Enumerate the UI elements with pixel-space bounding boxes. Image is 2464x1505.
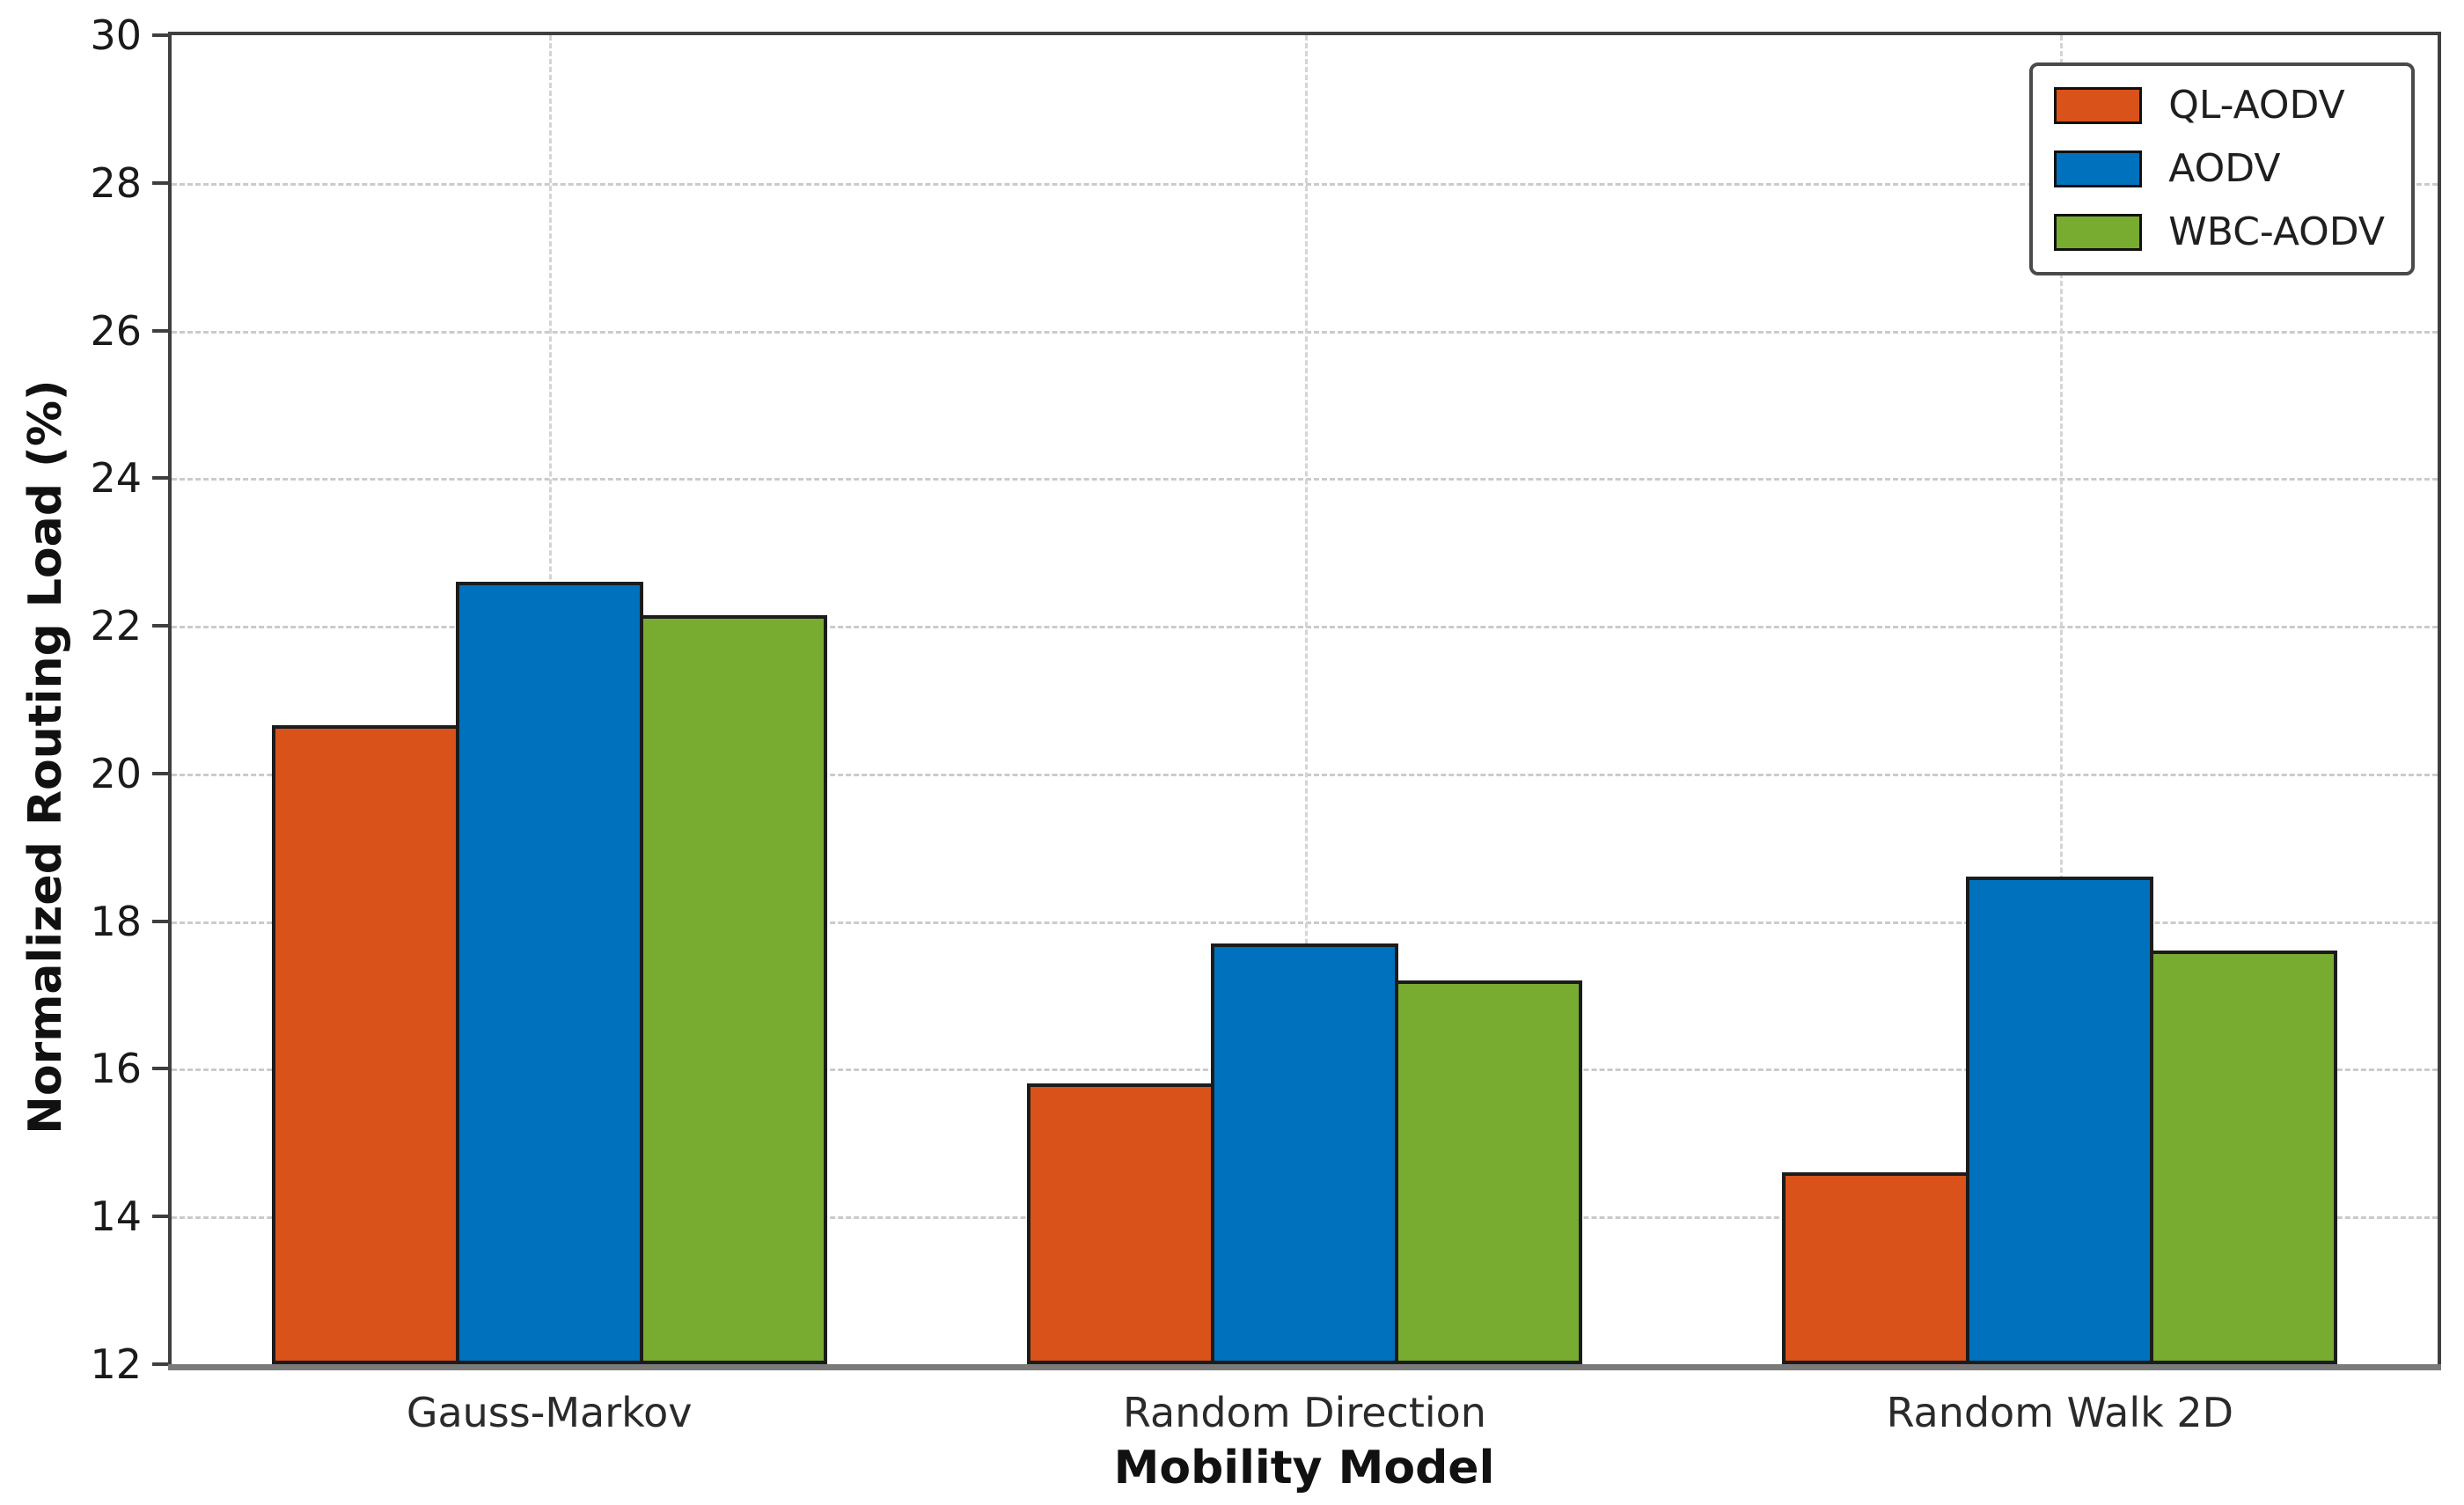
y-tick-label: 28 — [90, 158, 142, 207]
y-tick-mark — [152, 180, 168, 185]
bar-ql-aodv-0 — [271, 725, 459, 1364]
bar-aodv-0 — [455, 581, 643, 1364]
y-tick-mark — [152, 1215, 168, 1219]
right-spine — [2438, 32, 2441, 1364]
x-axis-line — [168, 1364, 2441, 1370]
y-tick-mark — [152, 476, 168, 481]
y-tick-label: 30 — [90, 11, 142, 59]
legend-swatch-ql-aodv — [2054, 87, 2143, 124]
y-tick-mark — [152, 919, 168, 923]
bar-aodv-2 — [1966, 877, 2154, 1364]
y-tick-mark — [152, 1067, 168, 1071]
legend-entry: WBC-AODV — [2054, 207, 2385, 258]
y-tick-label: 22 — [90, 602, 142, 650]
legend-label: QL-AODV — [2168, 83, 2345, 128]
bar-ql-aodv-2 — [1782, 1171, 1970, 1364]
y-tick-label: 26 — [90, 306, 142, 355]
y-tick-label: 12 — [90, 1340, 142, 1388]
left-spine — [168, 32, 172, 1364]
y-tick-label: 20 — [90, 749, 142, 797]
bar-wbc-aodv-2 — [2150, 951, 2338, 1364]
x-tick-label: Gauss-Markov — [406, 1389, 693, 1436]
y-tick-label: 14 — [90, 1193, 142, 1241]
x-tick-label: Random Walk 2D — [1886, 1389, 2234, 1436]
legend-swatch-aodv — [2054, 150, 2143, 187]
y-tick-label: 16 — [90, 1045, 142, 1093]
plot-area: 12 14 16 18 20 22 24 26 28 30 Gauss-Markov Random D… — [90, 15, 2441, 1433]
legend-entry: AODV — [2054, 143, 2385, 195]
vertical-gridline — [1304, 35, 1308, 1364]
bar-wbc-aodv-0 — [639, 614, 827, 1364]
y-tick-mark — [152, 771, 168, 775]
top-spine — [172, 32, 2438, 35]
legend-label: AODV — [2168, 146, 2281, 191]
legend: QL-AODV AODV WBC-AODV — [2029, 62, 2415, 275]
legend-label: WBC-AODV — [2168, 209, 2385, 254]
x-tick-label: Random Direction — [1123, 1389, 1486, 1436]
x-axis-title: Mobility Model — [1113, 1442, 1495, 1494]
bars-layer — [172, 35, 2438, 1364]
legend-entry: QL-AODV — [2054, 80, 2385, 131]
y-tick-mark — [152, 33, 168, 37]
bar-aodv-1 — [1211, 943, 1398, 1364]
legend-swatch-wbc-aodv — [2054, 214, 2143, 251]
ticks-layer: 12 14 16 18 20 22 24 26 28 30 Gauss-Markov Random D… — [90, 15, 2438, 1433]
y-tick-label: 24 — [90, 454, 142, 503]
y-axis-title: Normalized Routing Load (%) — [19, 379, 72, 1134]
vertical-gridline — [2059, 35, 2063, 1364]
y-tick-mark — [152, 624, 168, 628]
y-tick-mark — [152, 1362, 168, 1366]
bar-ql-aodv-1 — [1027, 1083, 1214, 1364]
y-tick-label: 18 — [90, 897, 142, 945]
y-tick-mark — [152, 328, 168, 333]
bar-wbc-aodv-1 — [1395, 980, 1582, 1364]
